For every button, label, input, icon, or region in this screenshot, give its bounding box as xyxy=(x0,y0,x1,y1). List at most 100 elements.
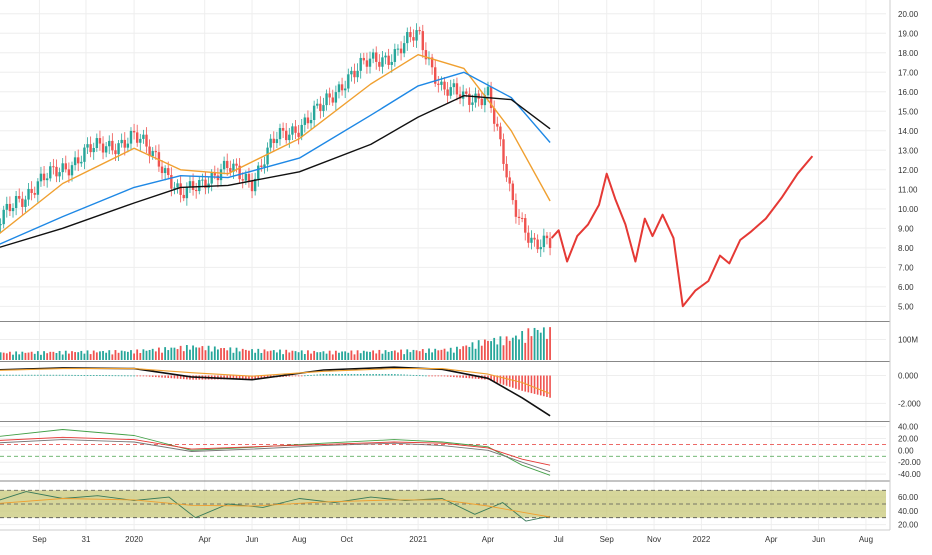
volume-bar xyxy=(12,354,14,360)
volume-bar xyxy=(204,350,207,360)
volume-bar xyxy=(220,348,222,360)
oscillator-histogram-bar xyxy=(235,375,238,380)
volume-bar xyxy=(288,352,291,360)
oscillator-histogram-bar xyxy=(251,375,253,379)
candle-body xyxy=(222,160,226,170)
x-tick-label: Aug xyxy=(292,535,306,544)
oscillator-histogram-bar xyxy=(468,375,471,379)
candle-body xyxy=(269,138,272,148)
candle-body xyxy=(21,198,24,207)
volume-bar xyxy=(347,352,350,360)
volume-bar xyxy=(449,347,452,360)
volume-bar xyxy=(325,353,328,360)
candle-body xyxy=(39,173,43,182)
candle-body xyxy=(527,232,530,243)
candle-body xyxy=(471,102,474,105)
volume-bar xyxy=(154,351,157,360)
candle-body xyxy=(297,132,300,137)
volume-bar xyxy=(15,351,18,360)
oscillator-histogram-bar xyxy=(170,375,173,379)
candle-body xyxy=(250,180,254,192)
candle-body xyxy=(375,52,378,62)
candle-body xyxy=(30,188,33,193)
volume-bar xyxy=(490,341,492,360)
candle-body xyxy=(545,235,549,239)
volume-bar xyxy=(328,350,331,360)
candle-body xyxy=(514,200,518,217)
directional-line-0 xyxy=(0,429,551,476)
volume-bar xyxy=(145,350,148,360)
volume-bar xyxy=(359,353,362,360)
candle-body xyxy=(179,183,182,195)
candle-body xyxy=(340,84,344,91)
candle-body xyxy=(263,164,266,167)
y-tick-label-directional: -40.00 xyxy=(898,470,921,479)
candle-body xyxy=(362,57,366,61)
oscillator-histogram-bar xyxy=(61,374,64,376)
oscillator-histogram-bar xyxy=(325,374,328,376)
oscillator-histogram-bar xyxy=(263,375,266,379)
oscillator-histogram-bar xyxy=(505,375,508,386)
oscillator-histogram-bar xyxy=(266,375,269,378)
volume-bar xyxy=(511,337,514,360)
candle-body xyxy=(0,224,2,226)
oscillator-histogram-bar xyxy=(453,375,455,378)
oscillator-histogram-bar xyxy=(390,374,393,376)
volume-bar xyxy=(207,345,210,360)
oscillator-histogram-bar xyxy=(394,374,396,376)
volume-bar xyxy=(319,352,322,360)
oscillator-histogram-bar xyxy=(167,375,170,378)
oscillator-histogram-bar xyxy=(353,374,356,376)
oscillator-histogram-bar xyxy=(71,374,73,376)
candle-body xyxy=(384,55,387,58)
volume-bar xyxy=(400,349,402,360)
oscillator-histogram-bar xyxy=(241,375,244,380)
volume-bar xyxy=(74,352,77,360)
candle-body xyxy=(73,157,77,166)
volume-bar xyxy=(142,349,145,360)
volume-bar xyxy=(387,351,390,360)
candle-body xyxy=(325,93,328,106)
candle-body xyxy=(275,139,279,144)
volume-bar xyxy=(487,340,489,360)
candle-body xyxy=(55,166,58,177)
volume-bar xyxy=(502,345,505,360)
candle-body xyxy=(213,172,216,176)
candle-body xyxy=(371,52,375,59)
candle-body xyxy=(492,108,496,124)
oscillator-histogram-bar xyxy=(310,374,312,376)
volume-bar xyxy=(5,353,8,360)
volume-bar xyxy=(362,350,365,360)
candle-body xyxy=(316,103,319,106)
oscillator-histogram-bar xyxy=(254,375,256,379)
volume-bar xyxy=(170,347,173,360)
oscillator-histogram-bar xyxy=(40,374,42,376)
volume-bar xyxy=(198,347,201,360)
candle-body xyxy=(461,91,465,99)
volume-bar xyxy=(36,351,39,360)
candle-body xyxy=(412,37,415,41)
candle-body xyxy=(502,139,505,164)
candle-body xyxy=(421,31,424,51)
oscillator-histogram-bar xyxy=(27,374,30,376)
candle-body xyxy=(45,178,49,181)
candle-body xyxy=(210,172,213,184)
volume-bar xyxy=(508,340,511,360)
oscillator-histogram-bar xyxy=(80,374,83,376)
candle-body xyxy=(359,57,362,71)
volume-bar xyxy=(282,354,284,360)
oscillator-histogram-bar xyxy=(428,375,430,377)
oscillator-histogram-bar xyxy=(338,374,340,376)
oscillator-histogram-bar xyxy=(123,375,126,377)
volume-bar xyxy=(415,350,418,360)
y-tick-label-price: 16.00 xyxy=(898,88,919,97)
volume-bar xyxy=(384,350,387,360)
candle-body xyxy=(14,196,18,208)
y-tick-label-price: 6.00 xyxy=(898,283,914,292)
candle-body xyxy=(58,172,61,177)
volume-bar xyxy=(130,350,132,360)
volume-bar xyxy=(24,352,27,360)
volume-bar xyxy=(338,352,340,360)
candle-body xyxy=(135,132,139,143)
volume-bar xyxy=(437,350,440,360)
